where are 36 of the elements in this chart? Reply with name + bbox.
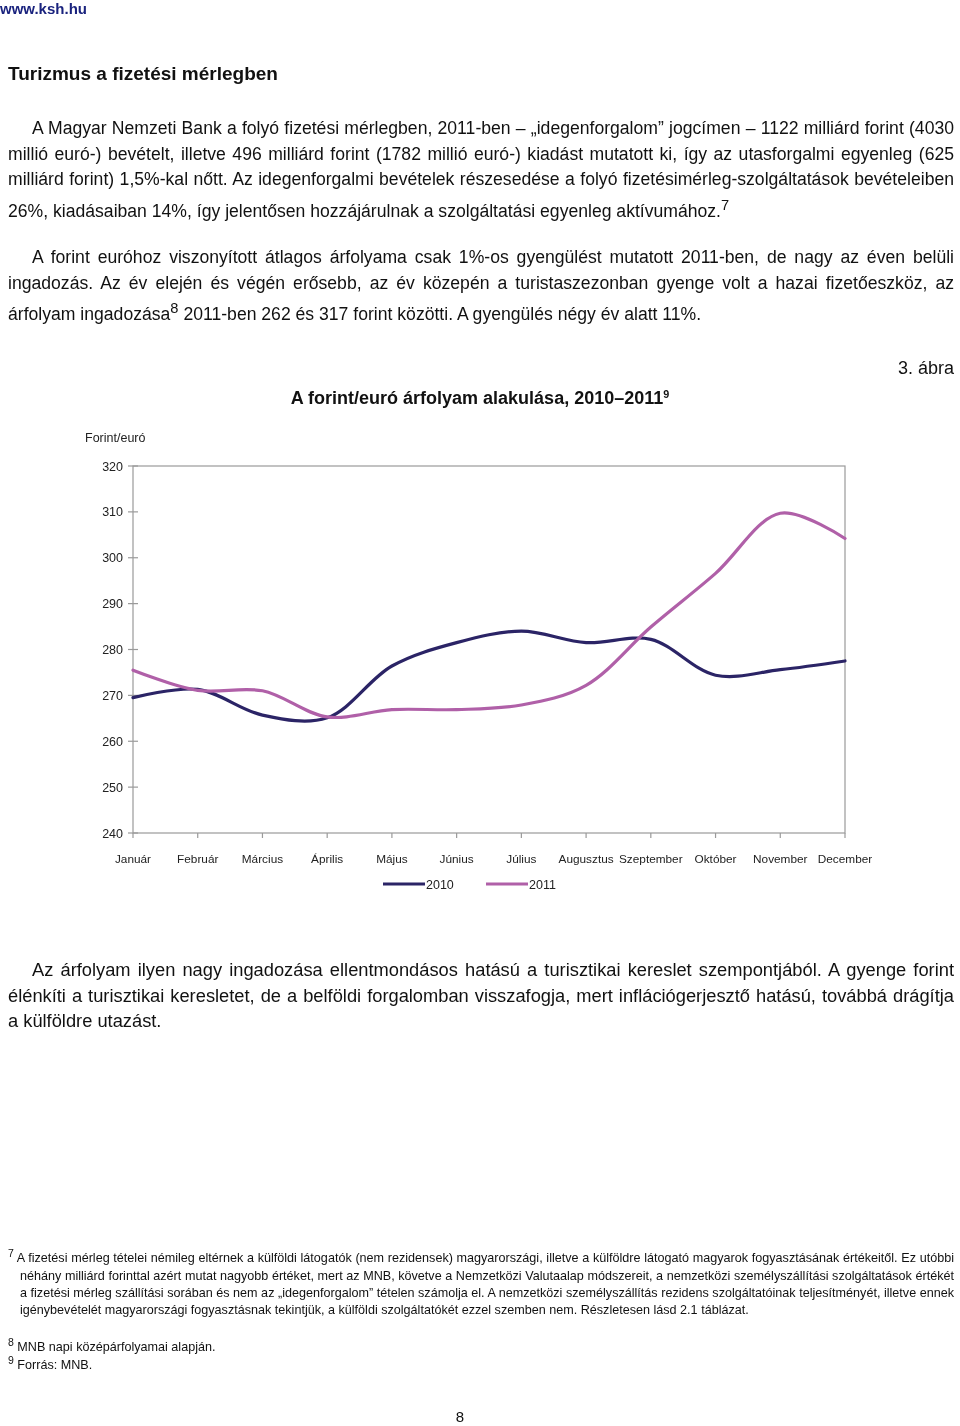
y-tick-label: 250 <box>102 780 124 795</box>
x-tick-label: Június <box>439 852 474 866</box>
x-tick-label: Július <box>506 852 537 866</box>
y-tick-label: 260 <box>102 734 124 749</box>
y-tick-label: 290 <box>102 597 124 612</box>
text: A Magyar Nemzeti Bank a folyó fizetési mérlegben, 2011-ben – „idegenforgalom” jogcímen – 1122 milliárd forint (4030 millió euró-) bevételt, illetve 496 milliárd forint (1782 millió euró-) kiadást mutatott ki, így az utasforgalmi egyenleg (625 milliárd forint) 1,5%-kal nőtt. Az idegenforgalmi bevételek részesedése a folyó fizetésimérleg-szolgáltatások bevételeiben 26%, kiadásaiban 14%, így jelentősen hozzájárulnak a szolgáltatási egyenleg aktívumához.$^{7}$ <box>8 117 954 223</box>
x-tick-label: Augusztus <box>558 852 614 866</box>
x-tick-label: Szeptember <box>619 852 683 866</box>
y-tick-label: 240 <box>102 826 124 841</box>
text: A forint euróhoz viszonyított átlagos árfolyama csak 1%-os gyengülést mutatott 2011-ben, de nagy az éven belüli ingadozás. Az év elején és végén erősebb, az év közepén a turistaszezonban gyenge volt a hazai fizetőeszköz, az árfolyam ingadozása$^{8}$ 2011-ben 262 és 317 forint közötti. A gyengülés négy év alatt 11%. <box>8 246 954 327</box>
chart-title: A forint/euró árfolyam alakulása, 2010–2011$^{9}$ <box>290 388 670 408</box>
y-tick-label: 300 <box>102 551 124 566</box>
x-tick-label: Április <box>311 852 344 866</box>
x-tick-label: Február <box>177 852 219 866</box>
y-axis-title: Forint/euró <box>85 431 146 445</box>
text: 3. ábra <box>896 357 954 380</box>
text: Turizmus a fizetési mérlegben <box>8 62 279 86</box>
legend-label: 2011 <box>529 878 556 892</box>
y-tick-label: 320 <box>102 459 124 474</box>
y-tick-label: 280 <box>102 643 124 657</box>
text: $^{8}$ MNB napi középárfolyamai alapján. <box>8 1336 216 1355</box>
x-tick-label: December <box>817 852 873 866</box>
x-tick-label: Március <box>241 852 284 866</box>
text: $^{7}$ A fizetési mérleg tételei némileg eltérnek a külföldi látogatók (nem rezidensek) magyarországi, illetve a külföldre látogató magyarok fogyasztásának értékeitől. Ez utóbbi néhány milliárd forinttal azért mutat nagyobb értéket, mert az MNB, követve a Nemzetközi Valutaalap módszereit, a nemzetközi személyszállítási szolgáltatások értékét a fizetési mérleg szállítási sorában és nem az „idegenforgalom” tételen számolja el. A nemzetközi személyszállítás rezidens szolgáltatóinak teljesítményét, illetve ennek igénybevételét magyarországi fogyasztásnak tekintjük, a külföldi szolgáltatókét ezzel szemben nem. Részletesen lásd 2.1 táblázat. <box>8 1246 954 1320</box>
text: $^{9}$ Forrás: MNB. <box>8 1354 93 1373</box>
y-tick-label: 310 <box>102 505 124 520</box>
x-tick-label: Október <box>694 852 737 866</box>
x-tick-label: Január <box>114 852 152 866</box>
x-tick-label: November <box>753 852 808 866</box>
x-tick-label: Május <box>376 852 408 866</box>
text: Az árfolyam ilyen nagy ingadozása ellentmondásos hatású a turisztikai kereslet szempontjából. A gyenge forint élénkíti a turisztikai keresletet, de a belföldi forgalomban visszafogja, mert inflációgerjesztő hatású, továbbá drágítja a külföldre utazást. <box>8 958 954 1034</box>
line-series <box>131 511 847 720</box>
text: 8 <box>454 1408 466 1426</box>
y-tick-label: 270 <box>102 688 124 703</box>
legend-label: 2010 <box>426 878 454 892</box>
text: www.ksh.hu <box>0 0 88 18</box>
